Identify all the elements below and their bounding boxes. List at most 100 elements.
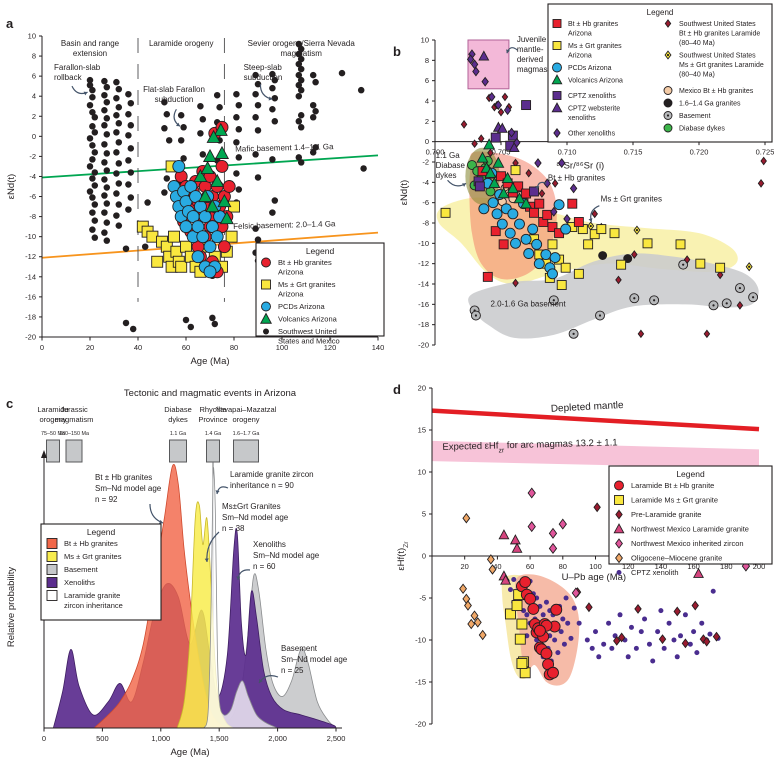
point-ms-grt-granites-arizona (583, 239, 594, 250)
event-label: dykes (168, 415, 188, 424)
point-southwest-united-states-and-mexico (125, 157, 132, 164)
event-box (65, 439, 83, 463)
point-southwest-united-states-and-mexico (235, 101, 243, 109)
point-southwest-united-states-and-mexico (312, 78, 319, 86)
event-box (233, 439, 259, 463)
point-southwest-united-states-and-mexico (89, 109, 96, 116)
legend-item-label: Ms ± Grt granites (278, 280, 336, 289)
y-tick-label: -10 (25, 232, 36, 241)
point-volcanics-arizona (217, 194, 232, 208)
annotation-arrowhead (204, 558, 209, 562)
x-tick-label: 60 (182, 343, 190, 352)
y-tick-label: -16 (418, 300, 429, 309)
point-southwest-united-states-and-mexico (127, 99, 135, 107)
annotation-text: Diabase (436, 161, 466, 170)
point-cptz-xenolith (661, 645, 667, 651)
point-cptz-xenolith (628, 624, 634, 630)
legend-item-label: PCDs Arizona (568, 65, 612, 72)
point-laramide-ms-grt-granite (516, 618, 528, 630)
point-oligocene-miocene-granite (467, 618, 476, 630)
point-southwest-united-states-and-mexico (357, 86, 365, 94)
legend-marker (261, 279, 271, 290)
point-laramide-ms-grt-granite (519, 667, 531, 679)
point-southwest-united-states-and-mexico (216, 103, 223, 111)
point-laramide-bt-hb-granite (527, 602, 540, 615)
annotation-text: inheritance n = 90 (230, 481, 294, 490)
legend-item-label: Ms ± Grt granites (64, 552, 122, 561)
y-tick-label: 15 (418, 426, 426, 435)
annotation-arrow (149, 503, 164, 524)
point-southwest-united-states-and-mexico (254, 174, 262, 181)
y-tick-label: -18 (25, 312, 36, 321)
point-oligocene-miocene-granite (470, 610, 479, 621)
point-cptz-xenolith (617, 612, 623, 618)
point-sw-us-bt-hb-granites-laramide (683, 255, 691, 264)
legend-item-label: Southwest United (278, 327, 337, 336)
point-ms-grt-granites-arizona (675, 239, 686, 250)
point-southwest-united-states-and-mexico (103, 167, 111, 174)
event-label: magmatism (55, 415, 94, 424)
point-northwest-mexico-inherited-zircon (548, 542, 558, 554)
point-southwest-united-states-and-mexico (89, 194, 96, 201)
event-box (206, 439, 220, 463)
point-sw-us-bt-hb-granites-laramide (525, 168, 532, 178)
point-cptz-xenolith (563, 595, 569, 601)
x-axis-title: Age (Ma) (170, 747, 209, 758)
point-southwest-united-states-and-mexico (271, 76, 279, 84)
point-other-xenoliths (563, 213, 571, 224)
point-southwest-united-states-and-mexico (89, 86, 96, 94)
point-southwest-united-states-and-mexico (101, 176, 108, 183)
legend-item-label: (80–40 Ma) (679, 40, 715, 47)
point-southwest-united-states-and-mexico (295, 81, 303, 89)
y-tick-label: -6 (422, 198, 429, 207)
point-cptz-xenolith (596, 654, 602, 660)
legend-item-label: Northwest Mexico Laramide granite (631, 525, 749, 534)
point-southwest-united-states-and-mexico (101, 229, 108, 236)
point-ms-grt-granites-arizona (168, 230, 180, 243)
legend-item-label: Laramide Ms ± Grt granite (631, 496, 718, 505)
y-tick-label: -4 (29, 172, 36, 181)
point-pcds-arizona (520, 233, 532, 245)
point-bt-hb-granites-arizona (222, 180, 236, 193)
x-tick-label: 140 (655, 562, 668, 571)
point-cptz-xenolith (666, 620, 672, 626)
point-bt-hb-granites-arizona (529, 207, 539, 218)
point-southwest-united-states-and-mexico (115, 103, 123, 111)
event-label: orogeny (232, 415, 259, 424)
legend-item-label: Xenoliths (64, 578, 95, 587)
legend-box (608, 465, 773, 565)
legend-item-label: Bt ± Hb granites (278, 258, 332, 267)
point-cptz-xenolith (694, 650, 700, 656)
point-southwest-united-states-and-mexico (89, 156, 96, 163)
legend-item-label: Southwest United States (679, 21, 756, 28)
point-cptz-xenolith (658, 608, 664, 614)
legend-marker (663, 86, 673, 95)
point-volcanics-arizona (219, 211, 234, 225)
legend-box (255, 242, 385, 337)
legend-item-label: Basement (64, 565, 99, 574)
point-southwest-united-states-and-mexico (211, 320, 219, 328)
legend-item-label: Northwest Mexico inherited zircon (631, 539, 744, 548)
tectonic-regime-label: extension (73, 49, 107, 58)
series-basement (469, 132, 759, 339)
point-pre-laramide-granite (634, 603, 642, 614)
point-southwest-united-states-and-mexico (86, 188, 94, 195)
event-label: 75–50 Ma (41, 431, 65, 437)
point-southwest-united-states-and-mexico (309, 149, 317, 156)
y-tick-label: -4 (422, 178, 429, 187)
point-southwest-united-states-and-mexico (295, 92, 303, 100)
annotation-text: Bt ± Hb granites (548, 173, 605, 182)
annotation-arrow (216, 486, 229, 495)
panel-title: Tectonic and magmatic events in Arizona (124, 388, 297, 399)
point-southwest-united-states-and-mexico (91, 149, 99, 156)
legend-item-label: Arizona (568, 53, 592, 60)
region (468, 253, 759, 339)
point-ms-grt-granites-arizona (596, 224, 607, 235)
y-tick-label: -10 (418, 239, 429, 248)
point-sw-us-bt-hb-granites-laramide (551, 178, 559, 188)
point-southwest-united-states-and-mexico (115, 160, 123, 167)
point-southwest-united-states-and-mexico (103, 98, 111, 106)
point-bt-hb-granites-arizona (490, 226, 501, 237)
